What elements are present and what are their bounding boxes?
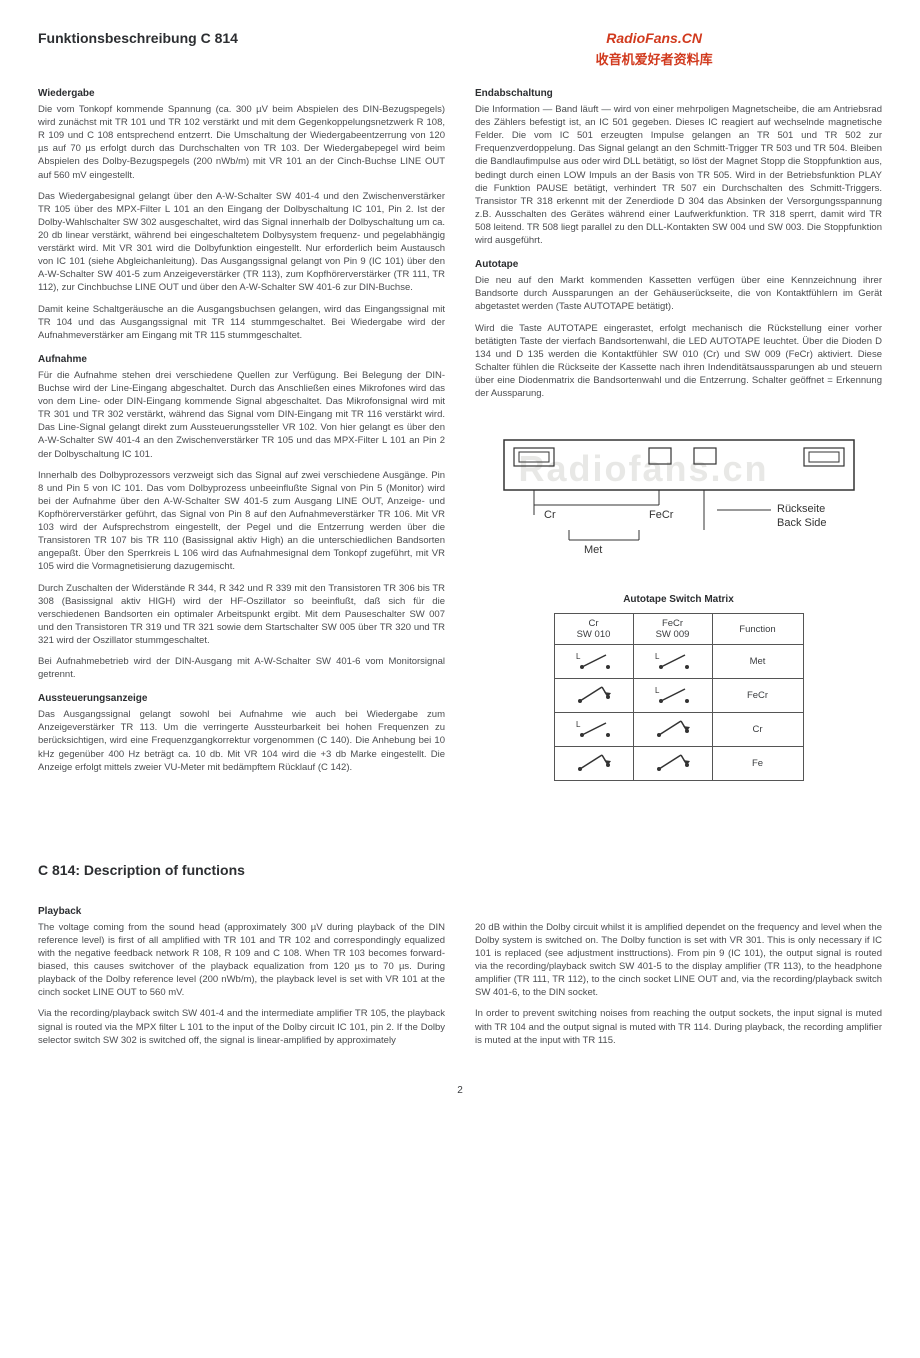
aussteuerung-p1: Das Ausgangssignal gelangt sowohl bei Au… bbox=[38, 708, 445, 774]
playback-p2: Via the recording/playback switch SW 401… bbox=[38, 1007, 445, 1046]
right-column-de: Endabschaltung Die Information — Band lä… bbox=[475, 76, 882, 782]
aufnahme-head: Aufnahme bbox=[38, 354, 445, 365]
aufnahme-p1: Für die Aufnahme stehen drei verschieden… bbox=[38, 369, 445, 461]
aufnahme-p4: Bei Aufnahmebetrieb wird der DIN-Ausgang… bbox=[38, 655, 445, 681]
wiedergabe-p3: Damit keine Schaltgeräusche an die Ausga… bbox=[38, 303, 445, 342]
matrix-cell-sw009 bbox=[633, 713, 712, 747]
page-number: 2 bbox=[38, 1085, 882, 1096]
matrix-cell-sw010 bbox=[554, 747, 633, 781]
diagram-met-label: Met bbox=[584, 544, 602, 556]
matrix-cell-sw009 bbox=[633, 747, 712, 781]
cassette-diagram: Radiofans.cn Cr FeCr Met R bbox=[499, 430, 859, 570]
svg-text:L: L bbox=[576, 652, 581, 661]
svg-text:L: L bbox=[576, 720, 581, 729]
header-row: Funktionsbeschreibung C 814 RadioFans.CN… bbox=[38, 30, 882, 68]
endabschaltung-head: Endabschaltung bbox=[475, 88, 882, 99]
autotape-p2: Wird die Taste AUTOTAPE eingerastet, erf… bbox=[475, 322, 882, 401]
matrix-head-fecr: FeCrSW 009 bbox=[633, 614, 712, 645]
matrix-cell-fn: FeCr bbox=[712, 679, 803, 713]
switch-closed-icon bbox=[653, 717, 693, 739]
matrix-cell-fn: Met bbox=[712, 645, 803, 679]
english-columns: Playback The voltage coming from the sou… bbox=[38, 894, 882, 1055]
diagram-fecr-label: FeCr bbox=[649, 509, 674, 521]
aufnahme-p2: Innerhalb des Dolbyprozessors verzweigt … bbox=[38, 469, 445, 574]
aufnahme-p3: Durch Zuschalten der Widerstände R 344, … bbox=[38, 582, 445, 648]
wiedergabe-head: Wiedergabe bbox=[38, 88, 445, 99]
autotape-p1: Die neu auf den Markt kommenden Kassette… bbox=[475, 274, 882, 313]
matrix-cell-sw010: L bbox=[554, 645, 633, 679]
german-columns: Wiedergabe Die vom Tonkopf kommende Span… bbox=[38, 76, 882, 782]
matrix-head-cr: CrSW 010 bbox=[554, 614, 633, 645]
switch-open-icon: L bbox=[574, 717, 614, 739]
matrix-cell-sw010 bbox=[554, 679, 633, 713]
left-column-de: Wiedergabe Die vom Tonkopf kommende Span… bbox=[38, 76, 445, 782]
autotape-head: Autotape bbox=[475, 259, 882, 270]
watermark-cn: 收音机爱好者资料库 bbox=[426, 49, 882, 68]
matrix-title: Autotape Switch Matrix bbox=[475, 594, 882, 605]
wiedergabe-p1: Die vom Tonkopf kommende Spannung (ca. 3… bbox=[38, 103, 445, 182]
title-en: C 814: Description of functions bbox=[38, 862, 882, 878]
watermark-block: RadioFans.CN 收音机爱好者资料库 bbox=[426, 30, 882, 68]
switch-open-icon: L bbox=[574, 649, 614, 671]
wiedergabe-p2: Das Wiedergabesignal gelangt über den A-… bbox=[38, 190, 445, 295]
switch-closed-icon bbox=[653, 751, 693, 773]
endabschaltung-p1: Die Information — Band läuft — wird von … bbox=[475, 103, 882, 247]
switch-closed-icon bbox=[574, 683, 614, 705]
cassette-svg: Cr FeCr Met Rückseite Back Side bbox=[499, 430, 859, 570]
left-column-en: Playback The voltage coming from the sou… bbox=[38, 894, 445, 1055]
autotape-matrix-table: CrSW 010 FeCrSW 009 Function LLMetLFeCrL… bbox=[554, 613, 804, 781]
switch-closed-icon bbox=[574, 751, 614, 773]
svg-text:L: L bbox=[655, 686, 660, 695]
matrix-cell-sw010: L bbox=[554, 713, 633, 747]
matrix-row: L L Met bbox=[554, 645, 803, 679]
matrix-cell-sw009: L bbox=[633, 645, 712, 679]
matrix-head-fn: Function bbox=[712, 614, 803, 645]
matrix-row: L FeCr bbox=[554, 679, 803, 713]
diagram-cr-label: Cr bbox=[544, 509, 556, 521]
playback-p3: 20 dB within the Dolby circuit whilst it… bbox=[475, 921, 882, 1000]
aussteuerung-head: Aussteuerungsanzeige bbox=[38, 693, 445, 704]
matrix-row: L Cr bbox=[554, 713, 803, 747]
matrix-cell-fn: Fe bbox=[712, 747, 803, 781]
diagram-back1-label: Rückseite bbox=[777, 503, 825, 515]
playback-p1: The voltage coming from the sound head (… bbox=[38, 921, 445, 1000]
watermark-red: RadioFans.CN bbox=[426, 30, 882, 46]
right-column-en: . 20 dB within the Dolby circuit whilst … bbox=[475, 894, 882, 1055]
matrix-cell-sw009: L bbox=[633, 679, 712, 713]
svg-text:L: L bbox=[655, 652, 660, 661]
matrix-row: Fe bbox=[554, 747, 803, 781]
diagram-back2-label: Back Side bbox=[777, 517, 827, 529]
playback-head: Playback bbox=[38, 906, 445, 917]
matrix-cell-fn: Cr bbox=[712, 713, 803, 747]
switch-open-icon: L bbox=[653, 649, 693, 671]
title-de: Funktionsbeschreibung C 814 bbox=[38, 30, 426, 68]
playback-p4: In order to prevent switching noises fro… bbox=[475, 1007, 882, 1046]
switch-open-icon: L bbox=[653, 683, 693, 705]
